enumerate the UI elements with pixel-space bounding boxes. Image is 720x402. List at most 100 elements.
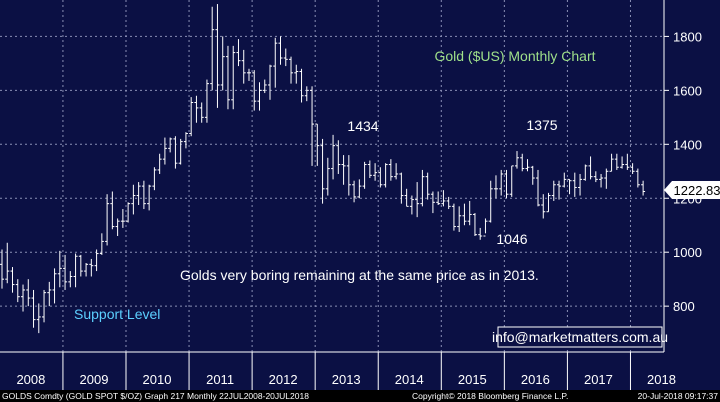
ohlc-bar (378, 167, 383, 188)
annotation-1046: 1046 (496, 231, 527, 247)
ohlc-bar (236, 39, 241, 67)
ohlc-bar (26, 279, 31, 307)
ohlc-bar (425, 172, 430, 200)
ohlc-bar (641, 180, 646, 196)
ohlc-bar (183, 132, 188, 149)
ohlc-bar (388, 159, 393, 181)
ohlc-bar (136, 182, 141, 205)
watermark-email: info@marketmatters.com.au (492, 329, 668, 345)
ohlc-bar (120, 209, 125, 228)
ohlc-bar (47, 281, 52, 307)
ohlc-bar (63, 254, 68, 290)
y-tick-label: 1800 (673, 29, 702, 44)
last-price-tag-shape (664, 181, 720, 199)
ohlc-bar (189, 97, 194, 137)
ohlc-bar (110, 191, 115, 230)
x-tick-label: 2014 (395, 372, 424, 387)
ohlc-bar (546, 192, 551, 213)
ohlc-bar (215, 4, 220, 108)
ohlc-bar (394, 163, 399, 180)
ohlc-bar (310, 86, 315, 166)
x-axis-labels: 2008 2009 2010 2011 2012 2013 2014 2015 2016 2017… (16, 352, 676, 390)
footer-bar (0, 390, 720, 402)
ohlc-bar (210, 6, 215, 91)
ohlc-bar (278, 36, 283, 65)
ohlc-bar (84, 262, 89, 277)
ohlc-bar (204, 79, 209, 123)
ohlc-bar (525, 159, 530, 172)
ohlc-bar (493, 175, 498, 199)
ohlc-bar (57, 250, 62, 288)
ohlc-bar (10, 267, 15, 293)
ohlc-bar (541, 194, 546, 219)
ohlc-bar (367, 160, 372, 179)
ohlc-bar (630, 163, 635, 174)
ohlc-bar (199, 102, 204, 123)
ohlc-bar (78, 254, 83, 277)
footer-center: Copyright© 2018 Bloomberg Finance L.P. (412, 391, 568, 401)
footer-right: 20-Jul-2018 09:17:37 (638, 391, 719, 401)
ohlc-bar (268, 64, 273, 100)
ohlc-bar (73, 253, 78, 288)
ohlc-bar (462, 203, 467, 226)
y-tick-label: 1000 (673, 245, 702, 260)
ohlc-bar (246, 68, 251, 81)
x-tick-label: 2011 (206, 372, 234, 387)
y-tick-label: 1600 (673, 83, 702, 98)
gridlines (0, 0, 664, 352)
ohlc-bar (620, 156, 625, 169)
x-tick-label: 2016 (521, 372, 550, 387)
last-price-tag: 1222.83 (664, 181, 720, 199)
ohlc-bar (415, 182, 420, 218)
ohlc-bar (21, 284, 26, 312)
ohlc-bar (520, 153, 525, 172)
y-tick-label: 800 (673, 299, 695, 314)
ohlc-bar (604, 168, 609, 189)
ohlc-bar (352, 180, 357, 203)
ohlc-bar (420, 169, 425, 207)
ohlc-bar (499, 169, 504, 196)
ohlc-bar (257, 82, 262, 111)
ohlc-bar (162, 137, 167, 165)
ohlc-bar (36, 303, 41, 334)
ohlc-bar (141, 180, 146, 210)
ohlc-bar (336, 140, 341, 174)
ohlc-bar (115, 218, 120, 237)
ohlc-bar (409, 195, 414, 215)
ohlc-bar (457, 206, 462, 232)
last-price-value: 1222.83 (674, 183, 720, 198)
ohlc-bar (315, 123, 320, 166)
ohlc-bar (241, 49, 246, 84)
ohlc-bar (173, 136, 178, 169)
x-tick-label: 2018 (647, 372, 676, 387)
chart-title: Gold ($US) Monthly Chart (434, 48, 595, 64)
ohlc-bar (557, 180, 562, 200)
ohlc-bar (231, 45, 236, 110)
y-tick-label: 1400 (673, 137, 702, 152)
ohlc-bar (551, 180, 556, 201)
x-tick-label: 2009 (80, 372, 109, 387)
ohlc-bar (346, 155, 351, 196)
watermark-box (497, 326, 663, 348)
ohlc-bar (105, 194, 110, 246)
ohlc-bar (404, 188, 409, 207)
ohlc-bar (252, 70, 257, 111)
ohlc-bar (131, 184, 136, 215)
ohlc-bar (609, 153, 614, 172)
ohlc-bar (588, 156, 593, 180)
ohlc-bar (599, 173, 604, 188)
ohlc-bar (194, 95, 199, 123)
price-bars (0, 4, 646, 334)
ohlc-bar (478, 227, 483, 240)
ohlc-bar (614, 153, 619, 170)
ohlc-bar (572, 172, 577, 197)
ohlc-bar (283, 48, 288, 67)
ohlc-bar (273, 37, 278, 88)
ohlc-bar (341, 155, 346, 185)
ohlc-bar (42, 289, 47, 323)
ohlc-bar (488, 180, 493, 223)
ohlc-bar (567, 178, 572, 195)
x-tick-label: 2008 (16, 372, 45, 387)
ohlc-bar (152, 167, 157, 191)
